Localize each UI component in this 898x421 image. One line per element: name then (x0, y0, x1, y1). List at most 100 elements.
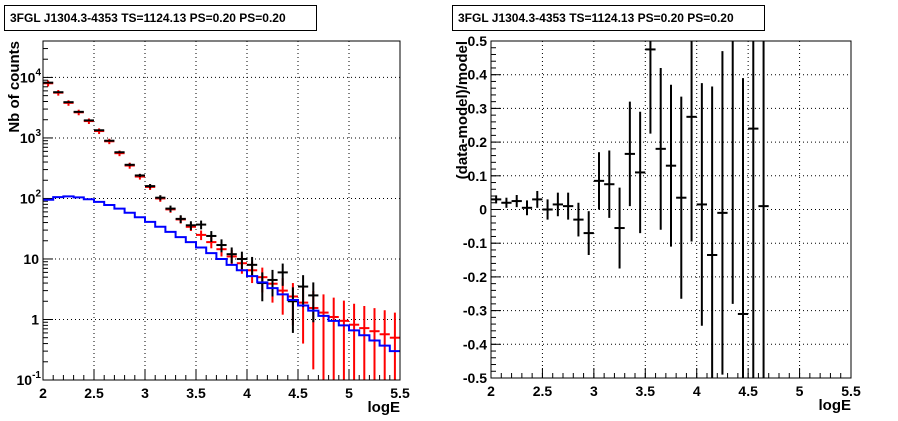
data-point (145, 184, 156, 189)
y-tick-label: -0.4 (463, 336, 487, 352)
data-point (511, 195, 522, 208)
data-point (542, 199, 553, 220)
data-point (501, 197, 512, 208)
x-tick-label: 3.5 (186, 385, 206, 401)
y-tick-label: 0.1 (468, 168, 488, 184)
data-point (196, 220, 207, 230)
x-tick-label: 4.5 (738, 383, 758, 399)
model-count-point (196, 230, 207, 241)
data-point (43, 81, 54, 84)
y-tick-label: -0.1 (463, 235, 487, 251)
x-tick-label: 5.5 (390, 385, 410, 401)
model-count-point (349, 303, 360, 380)
data-point (583, 211, 594, 255)
data-point (655, 67, 666, 230)
data-point (665, 84, 677, 247)
data-point (552, 192, 563, 217)
plot-frame (490, 40, 852, 379)
data-point (593, 152, 605, 210)
data-point (53, 91, 64, 94)
data-point (298, 275, 309, 308)
x-tick-label: 4 (243, 385, 251, 401)
data-point (707, 86, 718, 378)
data-point (614, 187, 625, 269)
x-tick-label: 5 (345, 385, 353, 401)
x-tick-label: 2.5 (533, 383, 553, 399)
data-point (134, 173, 145, 178)
right-plot-title: 3FGL J1304.3-4353 TS=1124.13 PS=0.20 PS=… (452, 5, 765, 31)
data-point (114, 151, 125, 154)
data-point (175, 215, 186, 224)
data-point (155, 195, 166, 201)
x-tick-label: 4.5 (288, 385, 308, 401)
y-tick-label: 1 (31, 311, 39, 327)
x-tick-label: 3.5 (636, 383, 656, 399)
data-point (216, 239, 227, 253)
data-point (165, 205, 176, 212)
x-tick-label: 5 (796, 383, 804, 399)
x-tick-label: 3 (141, 385, 149, 401)
data-point (104, 139, 115, 142)
data-point (717, 51, 728, 375)
data-point (287, 287, 298, 333)
y-tick-label: 0.2 (468, 134, 488, 150)
x-tick-label: 2 (39, 385, 47, 401)
data-point (236, 251, 247, 270)
data-point (686, 41, 697, 242)
model-count-point (359, 306, 370, 380)
x-axis-label: logE (819, 397, 852, 414)
counts-spectrum-plot: 2 2.5 3 3.5 4 4.5 5 5.5 10-1 1 10 102 103 104 logE Nb o… (6, 40, 410, 416)
x-tick-label: 2 (487, 383, 495, 399)
data-point (124, 163, 135, 167)
x-axis-label: logE (368, 399, 401, 416)
data-point (94, 129, 105, 132)
data-point (73, 110, 84, 113)
data-point (532, 190, 543, 208)
x-tick-label: 3 (590, 383, 598, 399)
y-tick-label: 0 (479, 202, 487, 218)
plot-frame (42, 40, 401, 381)
data-point (491, 195, 502, 204)
data-point (63, 101, 74, 104)
x-tick-label: 4 (693, 383, 701, 399)
x-tick-label: 5.5 (841, 383, 861, 399)
data-point (185, 221, 196, 231)
data-point (563, 192, 574, 220)
left-plot-title: 3FGL J1304.3-4353 TS=1124.13 PS=0.20 PS=… (4, 5, 317, 31)
data-point (206, 231, 217, 242)
y-tick-label: -0.5 (463, 370, 487, 386)
data-point (521, 200, 533, 216)
model-count-point (328, 297, 339, 380)
y-axis-label: Nb of counts (6, 41, 23, 133)
data-point (645, 41, 656, 134)
data-point (308, 282, 319, 323)
data-point (573, 202, 584, 237)
plot-area (43, 41, 400, 380)
y-tick-label: 102 (20, 188, 42, 206)
y-tick-label: 0.4 (468, 67, 488, 83)
y-tick-label: 104 (20, 67, 42, 85)
data-point (83, 119, 94, 122)
data-point (758, 41, 769, 378)
y-axis-label: (data-model)/model (454, 41, 471, 179)
model-count-point (389, 312, 400, 380)
y-tick-label: 0.3 (468, 100, 488, 116)
data-point (676, 96, 687, 299)
data-point (737, 78, 749, 378)
model-count-point (318, 294, 329, 380)
data-point (748, 41, 759, 378)
y-tick-label: 10-1 (17, 370, 42, 388)
data-point (267, 269, 278, 297)
x-tick-label: 2.5 (84, 385, 104, 401)
data-point (277, 263, 288, 286)
y-tick-label: 0.5 (468, 33, 488, 49)
data-point (247, 256, 258, 277)
y-tick-label: 103 (20, 128, 42, 146)
y-tick-label: -0.2 (463, 269, 487, 285)
residuals-plot: 2 2.5 3 3.5 4 4.5 5 5.5 -0.5 -0.4 -0.3 -0.2 -0.1 0 0.1… (454, 33, 861, 414)
model-step-line (43, 195, 400, 353)
data-point (696, 83, 707, 326)
data-point (604, 150, 615, 218)
y-tick-label: -0.3 (463, 303, 487, 319)
